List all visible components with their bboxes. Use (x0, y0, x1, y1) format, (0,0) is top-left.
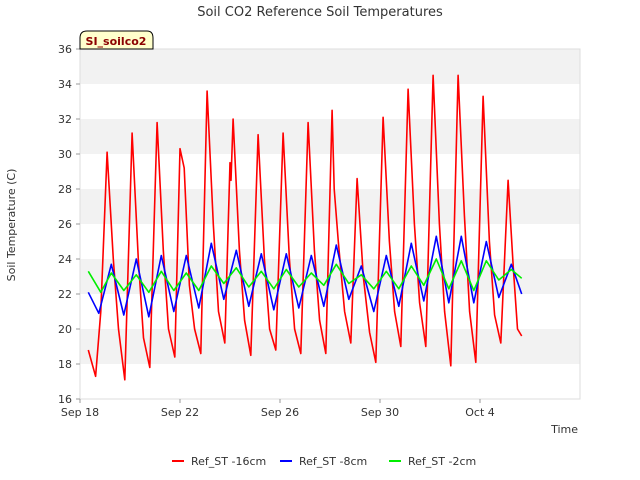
y-tick-label: 30 (58, 148, 72, 161)
x-tick-label: Sep 18 (61, 406, 99, 419)
series-layer (87, 74, 523, 381)
y-tick-label: 24 (58, 253, 72, 266)
station-badge-shape (79, 30, 154, 50)
y-axis-label: Soil Temperature (C) (5, 169, 18, 282)
grid-band (80, 364, 580, 399)
y-axis: 16 18 20 22 24 26 28 30 32 34 36 (58, 43, 80, 406)
y-tick-label: 36 (58, 43, 72, 56)
x-axis: Sep 18 Sep 22 Sep 26 Sep 30 Oct 4 (61, 399, 495, 419)
x-tick-label: Sep 26 (261, 406, 299, 419)
series-line-2 (87, 235, 523, 318)
y-tick-label: 20 (58, 323, 72, 336)
plot-area (79, 48, 581, 400)
legend: Ref_ST -16cm Ref_ST -8cm Ref_ST -2cm (172, 455, 476, 468)
series-line-3 (87, 258, 523, 294)
y-tick-label: 34 (58, 78, 72, 91)
x-axis-label: Time (550, 423, 578, 436)
grid-bands (80, 49, 580, 399)
legend-label: Ref_ST -8cm (299, 455, 367, 468)
legend-label: Ref_ST -2cm (408, 455, 476, 468)
grid-band (80, 294, 580, 329)
y-tick-label: 26 (58, 218, 72, 231)
chart-title: Soil CO2 Reference Soil Temperatures (197, 5, 443, 20)
y-tick-label: 16 (58, 393, 72, 406)
grid-band (80, 84, 580, 119)
y-tick-label: 32 (58, 113, 72, 126)
grid-band (80, 49, 580, 84)
x-tick-label: Sep 30 (361, 406, 399, 419)
y-tick-label: 22 (58, 288, 72, 301)
grid-band (80, 329, 580, 364)
station-badge-label: SI_soilco2 (86, 35, 147, 48)
station-badge: SI_soilco2 (79, 30, 154, 50)
x-tick-label: Sep 22 (161, 406, 199, 419)
legend-label: Ref_ST -16cm (191, 455, 266, 468)
x-tick-label: Oct 4 (465, 406, 495, 419)
grid-band (80, 119, 580, 154)
y-tick-label: 18 (58, 358, 72, 371)
y-tick-label: 28 (58, 183, 72, 196)
